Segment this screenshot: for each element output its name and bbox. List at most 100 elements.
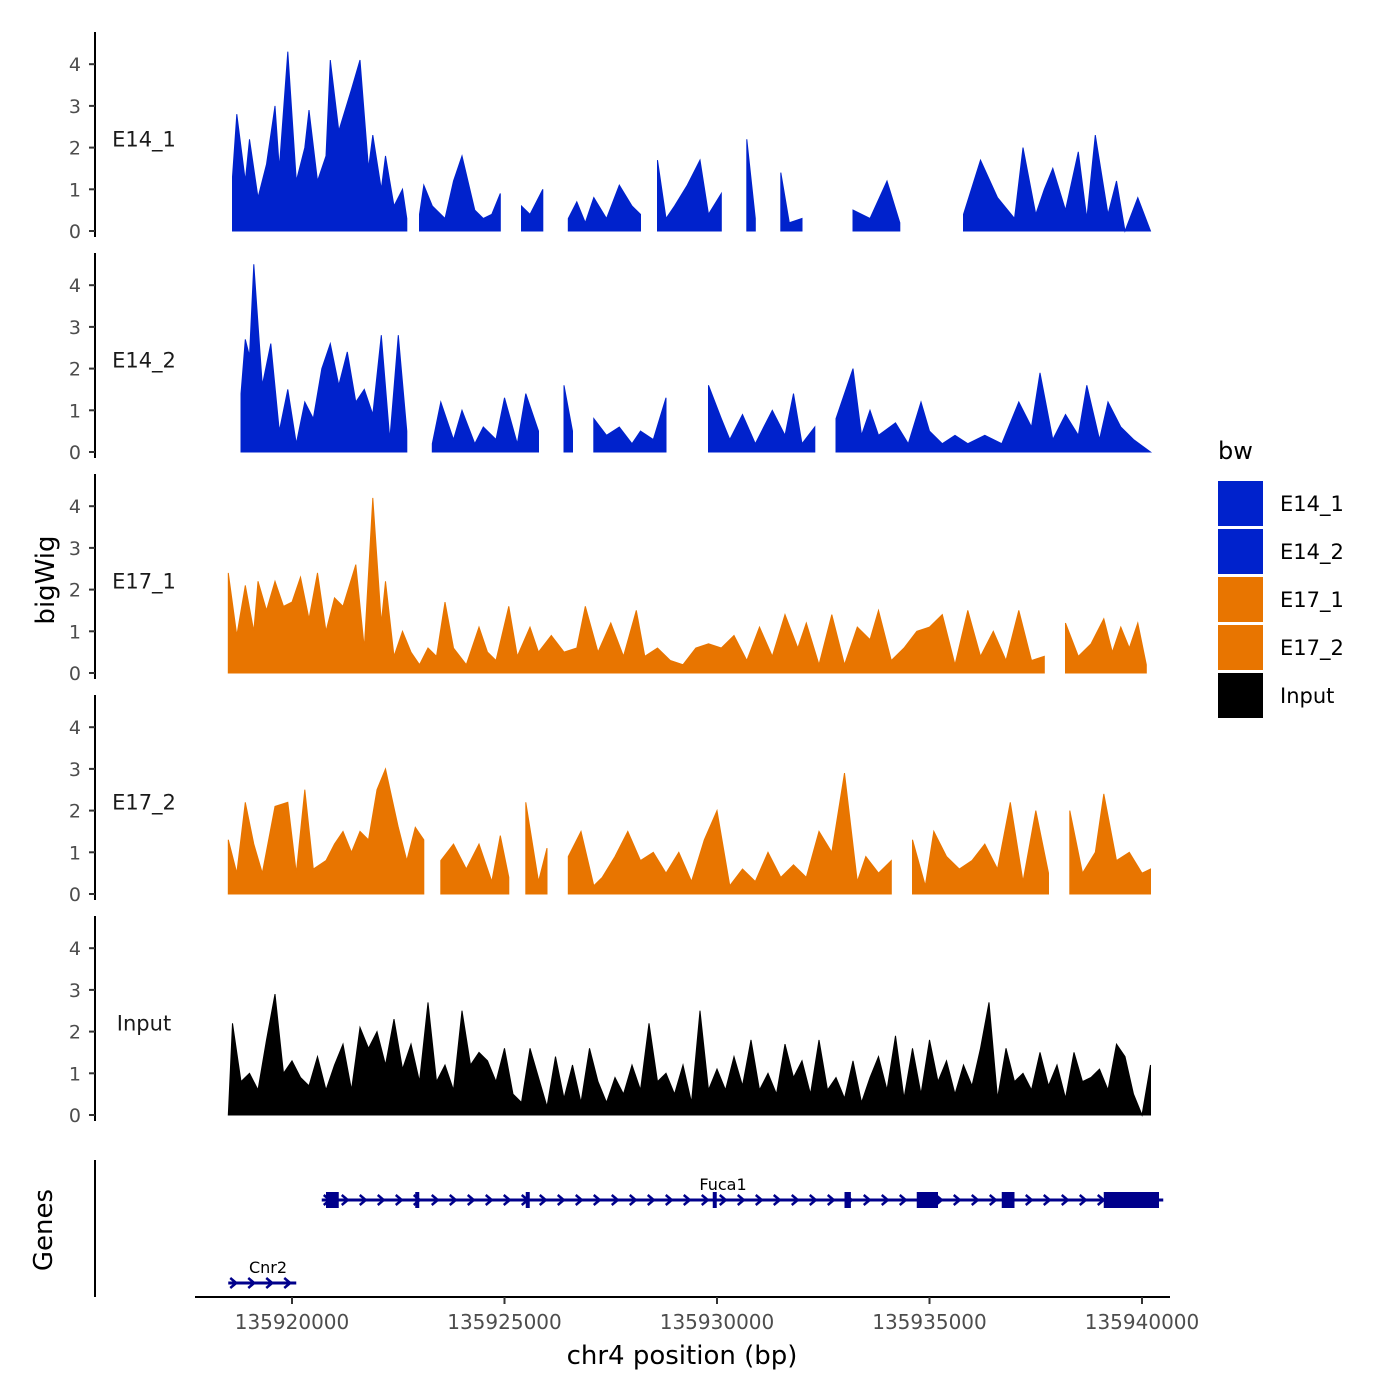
strand-arrow (247, 1277, 257, 1289)
x-tick-label: 135935000 (872, 1310, 987, 1334)
x-tick-label: 135925000 (447, 1310, 562, 1334)
coverage-area-segment (657, 158, 722, 232)
coverage-area-segment (431, 393, 539, 453)
strand-arrow (484, 1194, 494, 1206)
strand-arrow (448, 1194, 458, 1206)
x-tick-label: 135930000 (660, 1310, 775, 1334)
x-tick-label: 135940000 (1085, 1310, 1200, 1334)
track-E14_1: 0 1 2 3 4 E14_1 (69, 32, 1152, 243)
coverage-area-segment (440, 835, 510, 895)
strand-arrow (1060, 1194, 1070, 1206)
legend-item-Input: Input (1218, 673, 1334, 718)
strand-arrow (736, 1194, 746, 1206)
strand-arrow (646, 1194, 656, 1206)
genes-track-label: Genes (29, 1189, 59, 1271)
y-tick-label: 3 (69, 96, 81, 118)
gene-name-Fuca1: Fuca1 (699, 1175, 746, 1194)
y-tick-label: 3 (69, 980, 81, 1002)
y-tick-label: 4 (69, 275, 81, 297)
y-tick-label: 2 (69, 801, 81, 823)
coverage-area-segment (567, 773, 892, 895)
y-tick-label: 4 (69, 54, 81, 76)
y-tick-label: 0 (69, 442, 81, 464)
exon (326, 1192, 339, 1208)
strand-arrow (1078, 1194, 1088, 1206)
strand-arrow (394, 1194, 404, 1206)
strand-arrow (628, 1194, 638, 1206)
coverage-area-segment (835, 368, 1153, 453)
y-tick-label: 2 (69, 1022, 81, 1044)
track-Input: 0 1 2 3 4 Input (69, 916, 1151, 1127)
bigwig-panels: 0 1 2 3 4 E14_1 0 1 2 3 4 E14_2 0 1 2 3 4 E17_1 0 1 2 3 4 E17_2… (69, 32, 1153, 1127)
y-tick-label: 3 (69, 759, 81, 781)
track-label-E14_2: E14_2 (112, 348, 176, 373)
y-tick-label: 0 (69, 884, 81, 906)
legend-swatch (1218, 673, 1263, 718)
strand-arrow (574, 1194, 584, 1206)
exon (1103, 1192, 1159, 1208)
y-tick-label: 3 (69, 317, 81, 339)
gene-Cnr2: Cnr2 (228, 1258, 297, 1289)
track-E17_2: 0 1 2 3 4 E17_2 (69, 695, 1151, 906)
coverage-area-segment (567, 183, 641, 232)
y-tick-label: 3 (69, 538, 81, 560)
exon (844, 1192, 851, 1208)
coverage-area-segment (780, 172, 803, 232)
coverage-area-segment (912, 802, 1049, 895)
legend-item-E14_2: E14_2 (1218, 529, 1344, 574)
coverage-area-segment (563, 385, 573, 453)
track-label-E14_1: E14_1 (112, 127, 176, 152)
y-tick-label: 1 (69, 842, 81, 864)
x-axis: 135920000 135925000 135930000 135935000 1359… (195, 1296, 1200, 1334)
legend-label: E14_2 (1280, 540, 1344, 565)
genes-track: Cnr2 Fuca1 (94, 1160, 1164, 1297)
y-tick-label: 0 (69, 663, 81, 685)
legend-item-E17_2: E17_2 (1218, 625, 1344, 670)
y-tick-label: 2 (69, 138, 81, 160)
coverage-area-segment (240, 264, 408, 453)
coverage-area-segment (232, 51, 408, 232)
legend-swatch (1218, 625, 1263, 670)
track-label-E17_1: E17_1 (112, 569, 176, 594)
track-label-Input: Input (117, 1011, 171, 1035)
strand-arrow (826, 1194, 836, 1206)
strand-arrow (376, 1194, 386, 1206)
x-axis-label: chr4 position (bp) (567, 1341, 798, 1371)
strand-arrow (538, 1194, 548, 1206)
coverage-area-segment (852, 179, 901, 232)
exon (916, 1192, 938, 1208)
track-E17_1: 0 1 2 3 4 E17_1 (69, 474, 1147, 685)
y-tick-label: 1 (69, 1063, 81, 1085)
y-tick-label: 2 (69, 580, 81, 602)
strand-arrow (988, 1194, 998, 1206)
strand-arrow (754, 1194, 764, 1206)
strand-arrow (283, 1277, 293, 1289)
coverage-area-segment (963, 135, 1152, 233)
strand-arrow (430, 1194, 440, 1206)
coverage-area-segment (227, 767, 425, 895)
strand-arrow (592, 1194, 602, 1206)
strand-arrow (610, 1194, 620, 1206)
legend-label: E17_2 (1280, 636, 1344, 661)
strand-arrow (718, 1194, 728, 1206)
strand-arrow (265, 1277, 275, 1289)
coverage-area-segment (227, 497, 1045, 674)
strand-arrow (808, 1194, 818, 1206)
coverage-area-segment (708, 385, 816, 453)
legend-items: E14_1 E14_2 E17_1 E17_2 Input (1218, 481, 1344, 718)
y-tick-label: 4 (69, 496, 81, 518)
track-E14_2: 0 1 2 3 4 E14_2 (69, 253, 1153, 464)
coverage-area-segment (1069, 793, 1151, 895)
exon (1001, 1192, 1015, 1208)
x-tick-label: 135920000 (235, 1310, 350, 1334)
y-tick-label: 1 (69, 400, 81, 422)
strand-arrow (340, 1194, 350, 1206)
coverage-area-segment (1065, 617, 1147, 674)
strand-arrow (880, 1194, 890, 1206)
strand-arrow (772, 1194, 782, 1206)
y-tick-label: 0 (69, 221, 81, 243)
strand-arrow (970, 1194, 980, 1206)
legend-label: Input (1280, 684, 1334, 708)
strand-arrow (790, 1194, 800, 1206)
coverage-area-segment (746, 139, 756, 232)
